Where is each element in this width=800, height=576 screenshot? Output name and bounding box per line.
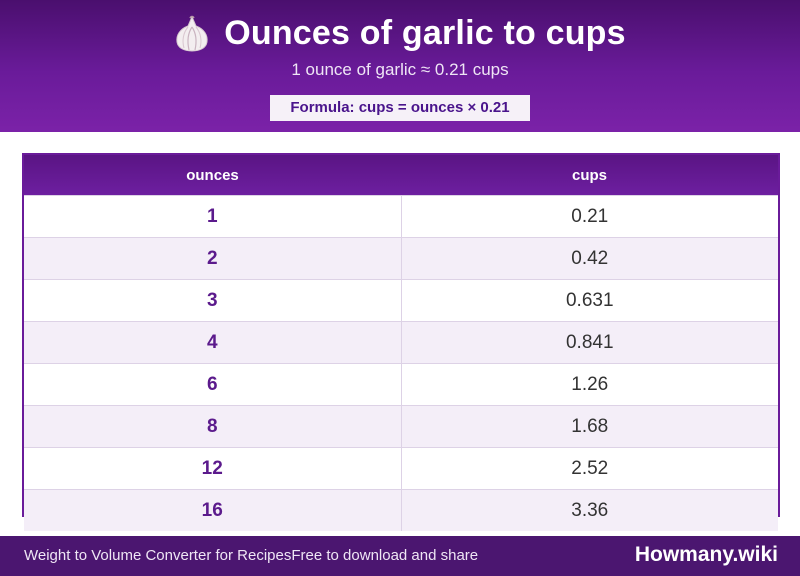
table-row: 4 0.841 [24,321,778,364]
ounces-cell: 16 [24,489,402,531]
table-row: 3 0.631 [24,279,778,322]
cups-cell: 0.21 [401,195,778,238]
ounces-cell: 8 [24,405,402,448]
table-row: 1 0.21 [24,195,778,238]
cups-cell: 0.42 [401,237,778,280]
cups-cell: 0.841 [401,321,778,364]
brand-link[interactable]: Howmany.wiki [634,543,778,566]
ounces-cell: 12 [24,447,402,490]
column-header-ounces: ounces [24,155,401,196]
table-row: 12 2.52 [24,447,778,490]
table-row: 6 1.26 [24,363,778,406]
ounces-cell: 4 [24,321,402,364]
table-row: 16 3.36 [24,489,778,531]
cups-cell: 2.52 [401,447,778,490]
column-header-cups: cups [401,155,778,196]
footer-caption: Weight to Volume Converter for RecipesFr… [24,547,478,564]
ounces-cell: 2 [24,237,402,280]
ounces-cell: 1 [24,195,402,238]
conversion-table: ounces cups 1 0.21 2 0.42 3 0.631 4 0.84… [22,153,780,531]
footer: Weight to Volume Converter for RecipesFr… [0,536,800,576]
ounces-cell: 6 [24,363,402,406]
ounces-cell: 3 [24,279,402,322]
cups-cell: 1.26 [401,363,778,406]
page-title: Ounces of garlic to cups [224,14,626,52]
table-row: 2 0.42 [24,237,778,280]
cups-cell: 0.631 [401,279,778,322]
table-row: 8 1.68 [24,405,778,448]
garlic-icon [174,15,210,53]
footer-caption-b: Free to download and share [291,547,479,564]
cups-cell: 1.68 [401,405,778,448]
footer-caption-a: Weight to Volume Converter for Recipes [24,547,292,564]
header: Ounces of garlic to cups 1 ounce of garl… [0,0,800,132]
cups-cell: 3.36 [401,489,778,531]
table-header-row: ounces cups [24,155,778,196]
formula-badge: Formula: cups = ounces × 0.21 [270,95,530,121]
page-subtitle: 1 ounce of garlic ≈ 0.21 cups [291,60,509,79]
title-row: Ounces of garlic to cups [0,14,800,53]
